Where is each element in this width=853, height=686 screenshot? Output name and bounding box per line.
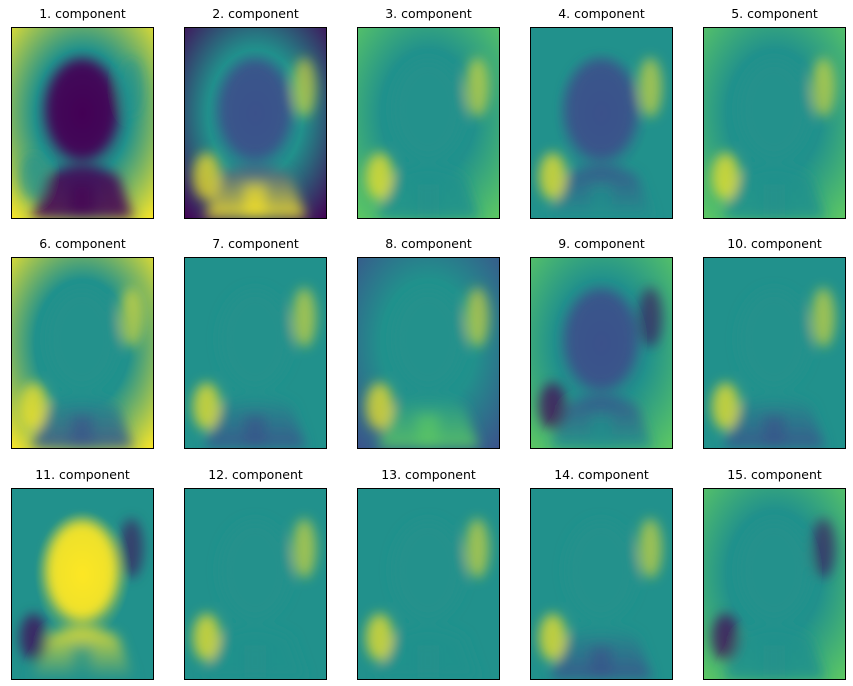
component-title: 1. component bbox=[39, 6, 126, 21]
component-image bbox=[703, 257, 846, 449]
component-image bbox=[184, 27, 327, 219]
component-title: 11. component bbox=[35, 467, 130, 482]
component-panel: 11. component bbox=[11, 466, 154, 680]
component-image bbox=[357, 257, 500, 449]
component-image bbox=[184, 257, 327, 449]
component-panel: 6. component bbox=[11, 235, 154, 449]
component-panel: 4. component bbox=[530, 5, 673, 219]
component-title: 6. component bbox=[39, 236, 126, 251]
component-panel: 15. component bbox=[703, 466, 846, 680]
component-image bbox=[357, 27, 500, 219]
component-title: 8. component bbox=[385, 236, 472, 251]
component-image bbox=[530, 257, 673, 449]
component-panel: 3. component bbox=[357, 5, 500, 219]
component-title: 13. component bbox=[381, 467, 476, 482]
component-image bbox=[11, 488, 154, 680]
component-panel: 14. component bbox=[530, 466, 673, 680]
component-title: 14. component bbox=[554, 467, 649, 482]
component-panel: 9. component bbox=[530, 235, 673, 449]
component-panel: 13. component bbox=[357, 466, 500, 680]
component-image bbox=[530, 27, 673, 219]
component-panel: 12. component bbox=[184, 466, 327, 680]
component-title: 4. component bbox=[558, 6, 645, 21]
component-title: 7. component bbox=[212, 236, 299, 251]
component-title: 12. component bbox=[208, 467, 303, 482]
component-image bbox=[11, 27, 154, 219]
component-title: 9. component bbox=[558, 236, 645, 251]
component-panel: 1. component bbox=[11, 5, 154, 219]
component-title: 3. component bbox=[385, 6, 472, 21]
component-panel: 2. component bbox=[184, 5, 327, 219]
component-image bbox=[703, 27, 846, 219]
component-title: 2. component bbox=[212, 6, 299, 21]
component-title: 15. component bbox=[727, 467, 822, 482]
component-image bbox=[11, 257, 154, 449]
component-image bbox=[530, 488, 673, 680]
component-image bbox=[357, 488, 500, 680]
component-title: 5. component bbox=[731, 6, 818, 21]
component-title: 10. component bbox=[727, 236, 822, 251]
component-image bbox=[703, 488, 846, 680]
component-panel: 7. component bbox=[184, 235, 327, 449]
component-panel: 8. component bbox=[357, 235, 500, 449]
component-image bbox=[184, 488, 327, 680]
component-panel: 5. component bbox=[703, 5, 846, 219]
component-panel: 10. component bbox=[703, 235, 846, 449]
